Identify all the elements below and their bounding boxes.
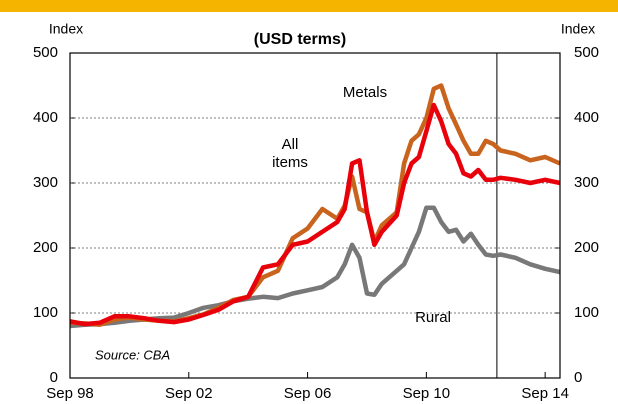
y2-tick-label: 0 — [574, 369, 582, 386]
y2-tick-label: 500 — [574, 44, 599, 61]
series-label: Rural — [415, 309, 451, 326]
x-tick-label: Sep 98 — [46, 385, 94, 402]
x-tick-label: Sep 06 — [284, 385, 332, 402]
y-tick-label: 100 — [33, 304, 58, 321]
y2-axis-label: Index — [561, 21, 595, 37]
y-tick-label: 400 — [33, 109, 58, 126]
source-note: Source: CBA — [95, 347, 170, 362]
plot-frame — [69, 52, 561, 379]
y2-tick-label: 200 — [574, 239, 599, 256]
y2-tick-label: 400 — [574, 109, 599, 126]
chart-subtitle: (USD terms) — [254, 31, 346, 48]
y2-tick-label: 100 — [574, 304, 599, 321]
y-tick-label: 500 — [33, 44, 58, 61]
x-tick-label: Sep 10 — [403, 385, 451, 402]
series-label: All items — [272, 136, 308, 171]
y-tick-label: 300 — [33, 174, 58, 191]
series-line — [69, 205, 561, 329]
series-line — [69, 102, 561, 327]
y-axis-label: Index — [49, 21, 83, 37]
banner — [0, 0, 618, 12]
y2-tick-label: 300 — [574, 174, 599, 191]
y-tick-label: 0 — [50, 369, 58, 386]
series-label: Metals — [343, 84, 387, 101]
x-tick-label: Sep 14 — [521, 385, 569, 402]
y-tick-label: 200 — [33, 239, 58, 256]
x-tick-label: Sep 02 — [165, 385, 213, 402]
